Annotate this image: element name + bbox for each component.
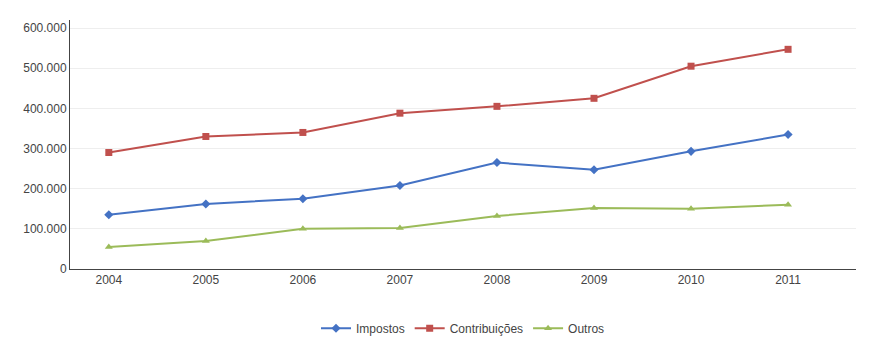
svg-text:2009: 2009 (581, 273, 608, 287)
svg-text:0: 0 (60, 262, 67, 276)
svg-text:2010: 2010 (678, 273, 705, 287)
svg-text:Impostos: Impostos (356, 322, 405, 336)
svg-text:2006: 2006 (290, 273, 317, 287)
svg-text:2004: 2004 (95, 273, 122, 287)
svg-text:2011: 2011 (775, 273, 801, 287)
svg-text:100.000: 100.000 (23, 222, 67, 236)
svg-text:500.000: 500.000 (23, 61, 67, 75)
svg-text:300.000: 300.000 (23, 142, 67, 156)
svg-text:Contribuições: Contribuições (450, 322, 523, 336)
svg-text:Outros: Outros (568, 322, 604, 336)
svg-text:400.000: 400.000 (23, 102, 67, 116)
svg-text:600.000: 600.000 (23, 21, 67, 35)
svg-text:2005: 2005 (192, 273, 219, 287)
svg-text:2008: 2008 (484, 273, 511, 287)
svg-text:2007: 2007 (387, 273, 414, 287)
svg-text:200.000: 200.000 (23, 182, 67, 196)
